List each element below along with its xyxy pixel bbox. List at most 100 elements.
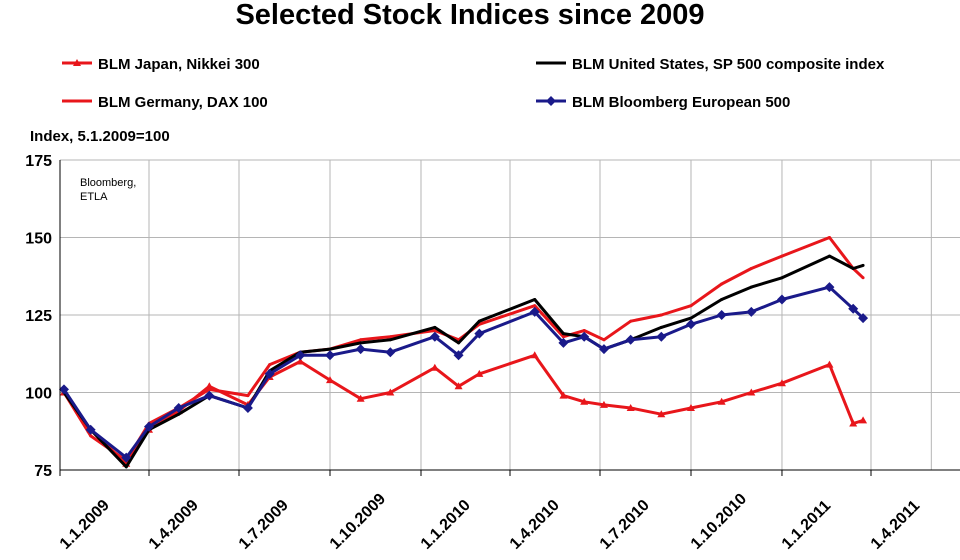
data-point [749,285,753,289]
data-point [626,404,635,411]
data-point [720,298,724,301]
data-point [716,310,727,320]
data-point [659,325,663,329]
data-point [246,394,250,398]
data-point [359,338,363,342]
x-tick-label: 1.10.2009 [327,490,389,552]
legend-label: BLM United States, SP 500 composite inde… [572,56,885,73]
data-point [295,350,306,361]
data-point [558,337,569,348]
data-point [326,376,334,384]
data-point [359,341,363,345]
data-point [85,424,96,435]
data-point [717,397,726,405]
data-point [89,434,93,438]
data-point [530,351,539,359]
y-tick-label: 125 [25,308,52,325]
data-point [749,267,753,270]
legend-item-blm-bloomberg-european-500: BLM Bloomberg European 500 [536,94,790,111]
x-tick-label: 1.10.2010 [688,490,750,552]
data-point [859,416,868,424]
data-point [177,412,181,416]
legend: BLM Japan, Nikkei 300 BLM Germany, DAX 10… [62,56,885,111]
y-tick-label: 175 [25,153,52,170]
data-point [430,363,439,371]
data-point [780,276,784,280]
legend-label: BLM Germany, DAX 100 [98,94,268,111]
data-point [242,403,253,413]
source-note-line-2: ETLA [80,191,108,203]
data-point [848,303,859,314]
data-point [205,382,214,390]
data-point [659,313,663,317]
data-point [356,394,365,402]
data-point [689,316,693,320]
legend-item-blm-japan-nikkei-300: BLM Japan, Nikkei 300 [62,56,260,73]
series-blm-united-states-sp-500-composite-index [62,254,865,469]
legend-item-blm-germany-dax-100: BLM Germany, DAX 100 [62,94,268,111]
data-point [454,382,463,390]
data-point [124,465,128,469]
y-tick-label: 75 [34,463,52,480]
data-point [657,410,666,418]
data-point [746,306,757,317]
data-point [385,347,396,358]
y-tick-label: 100 [25,386,52,403]
legend-label: BLM Japan, Nikkei 300 [98,56,260,73]
data-point [207,387,211,391]
source-note-line-1: Bloomberg, [80,177,136,189]
data-point [529,306,540,317]
data-point [858,313,869,324]
x-tick-label: 1.4.2011 [868,497,924,553]
data-point [268,363,272,367]
data-point [825,360,834,368]
data-point [851,267,855,270]
data-point [598,344,609,355]
data-point [849,419,858,427]
data-point [477,319,481,323]
x-tick-label: 1.4.2010 [507,497,563,553]
data-point [173,403,184,413]
legend-marker [73,59,81,66]
data-point [296,357,305,365]
data-point [689,304,693,308]
data-point [328,347,332,351]
data-point [453,350,464,361]
x-tick-label: 1.1.2009 [57,497,113,553]
legend-marker [546,96,556,106]
x-tick-label: 1.7.2009 [236,497,292,553]
data-point [204,390,215,401]
data-point [629,319,633,323]
data-point [580,397,589,405]
series-layer [58,236,869,469]
data-point [625,334,636,345]
data-point [861,263,865,267]
data-point [561,332,565,336]
x-tick-label: 1.7.2010 [597,497,653,553]
data-point [388,335,392,339]
series-line [62,254,864,469]
series-line [62,285,865,460]
data-point [561,335,565,339]
data-point [264,368,275,379]
data-point [720,282,724,286]
chart-title: Selected Stock Indices since 2009 [235,0,704,31]
data-point [827,236,831,239]
data-point [656,331,667,342]
data-point [388,338,392,342]
data-point [144,421,155,432]
data-point [686,404,695,411]
data-point [386,388,395,396]
data-point [685,319,696,330]
data-point [827,254,831,258]
x-tick-label: 1.4.2009 [146,497,202,553]
data-point [776,294,787,305]
data-point [474,328,485,339]
data-point [533,298,537,301]
data-point [582,329,586,332]
data-point [777,379,786,387]
data-point [861,276,865,280]
data-point [433,325,437,329]
data-point [602,338,606,342]
